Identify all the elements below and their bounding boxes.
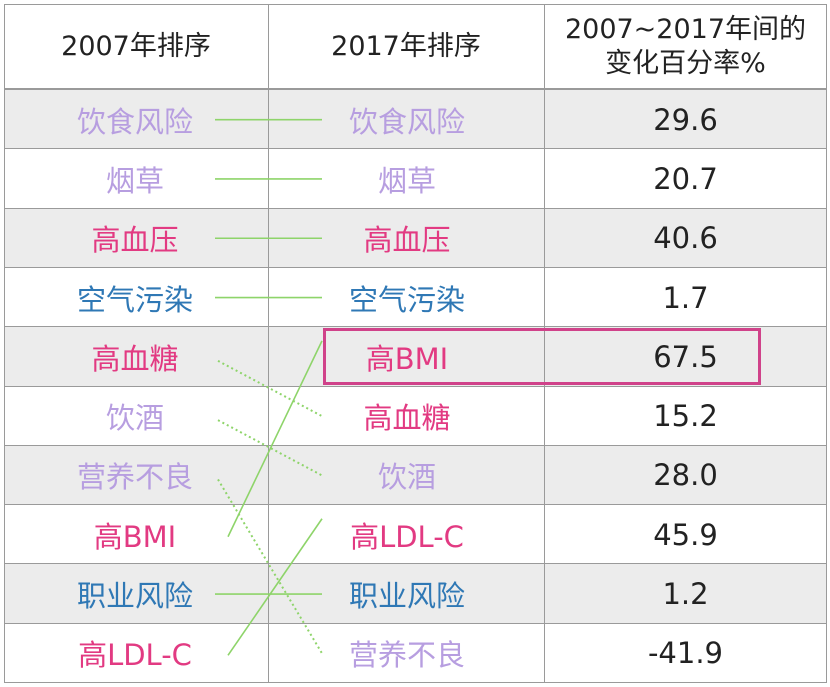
column-divider — [544, 4, 545, 683]
change-percent-cell: 28.0 — [653, 458, 718, 493]
risk-2017-cell: 高BMI — [365, 341, 449, 376]
column-divider — [268, 4, 269, 683]
row-divider — [4, 444, 827, 446]
risk-2017-cell: 营养不良 — [348, 638, 465, 673]
risk-2007-cell: 饮食风险 — [76, 104, 193, 139]
column-divider — [4, 4, 5, 683]
risk-2017-cell: 饮食风险 — [348, 104, 465, 139]
row-background — [4, 445, 827, 505]
row-divider — [4, 88, 827, 89]
row-background — [4, 90, 827, 149]
risk-2017-cell: 烟草 — [377, 163, 436, 198]
change-percent-cell: 20.7 — [653, 161, 718, 196]
risk-2017-cell: 高LDL-C — [350, 519, 464, 554]
risk-2017-cell: 空气污染 — [348, 282, 465, 317]
risk-2007-cell: 空气污染 — [76, 282, 193, 317]
row-divider — [4, 622, 827, 624]
row-background — [4, 564, 827, 624]
risk-2017-cell: 职业风险 — [348, 579, 465, 614]
highlight-box — [323, 328, 761, 386]
risk-2007-cell: 烟草 — [105, 163, 164, 198]
change-percent-cell: 45.9 — [653, 517, 718, 552]
change-percent-cell: 29.6 — [653, 102, 718, 137]
risk-2007-cell: 营养不良 — [76, 460, 193, 495]
header-change-line-1: 2007~2017年间的 — [564, 14, 807, 45]
row-divider — [4, 563, 827, 565]
row-divider — [4, 385, 827, 387]
row-divider — [4, 266, 827, 268]
header-2007-rank: 2007年排序 — [61, 31, 211, 62]
change-percent-cell: -41.9 — [647, 636, 724, 671]
risk-2017-cell: 高血糖 — [363, 401, 451, 436]
risk-2017-cell: 饮酒 — [377, 460, 436, 495]
row-divider — [4, 4, 827, 5]
change-percent-cell: 1.2 — [662, 577, 709, 612]
row-divider — [4, 207, 827, 209]
change-percent-cell: 15.2 — [653, 399, 718, 434]
row-divider — [4, 326, 827, 328]
row-divider — [4, 148, 827, 150]
row-divider — [4, 89, 827, 90]
risk-2007-cell: 高血压 — [91, 223, 179, 258]
row-background — [4, 208, 827, 268]
change-percent-cell: 40.6 — [653, 221, 718, 256]
change-percent-cell: 67.5 — [653, 339, 718, 374]
risk-2007-cell: 饮酒 — [105, 401, 164, 436]
header-2017-rank: 2017年排序 — [331, 31, 481, 62]
risk-2017-cell: 高血压 — [363, 223, 451, 258]
risk-2007-cell: 职业风险 — [76, 579, 193, 614]
column-divider — [826, 4, 827, 683]
header-change-percent: 2007~2017年间的 变化百分率% — [544, 4, 827, 90]
risk-2007-cell: 高血糖 — [91, 341, 179, 376]
change-percent-cell: 1.7 — [662, 280, 709, 315]
row-divider — [4, 682, 827, 683]
header-change-line-2: 变化百分率% — [605, 48, 766, 79]
row-divider — [4, 504, 827, 506]
row-background — [4, 327, 827, 387]
risk-2007-cell: 高BMI — [93, 519, 177, 554]
risk-2007-cell: 高LDL-C — [78, 638, 192, 673]
